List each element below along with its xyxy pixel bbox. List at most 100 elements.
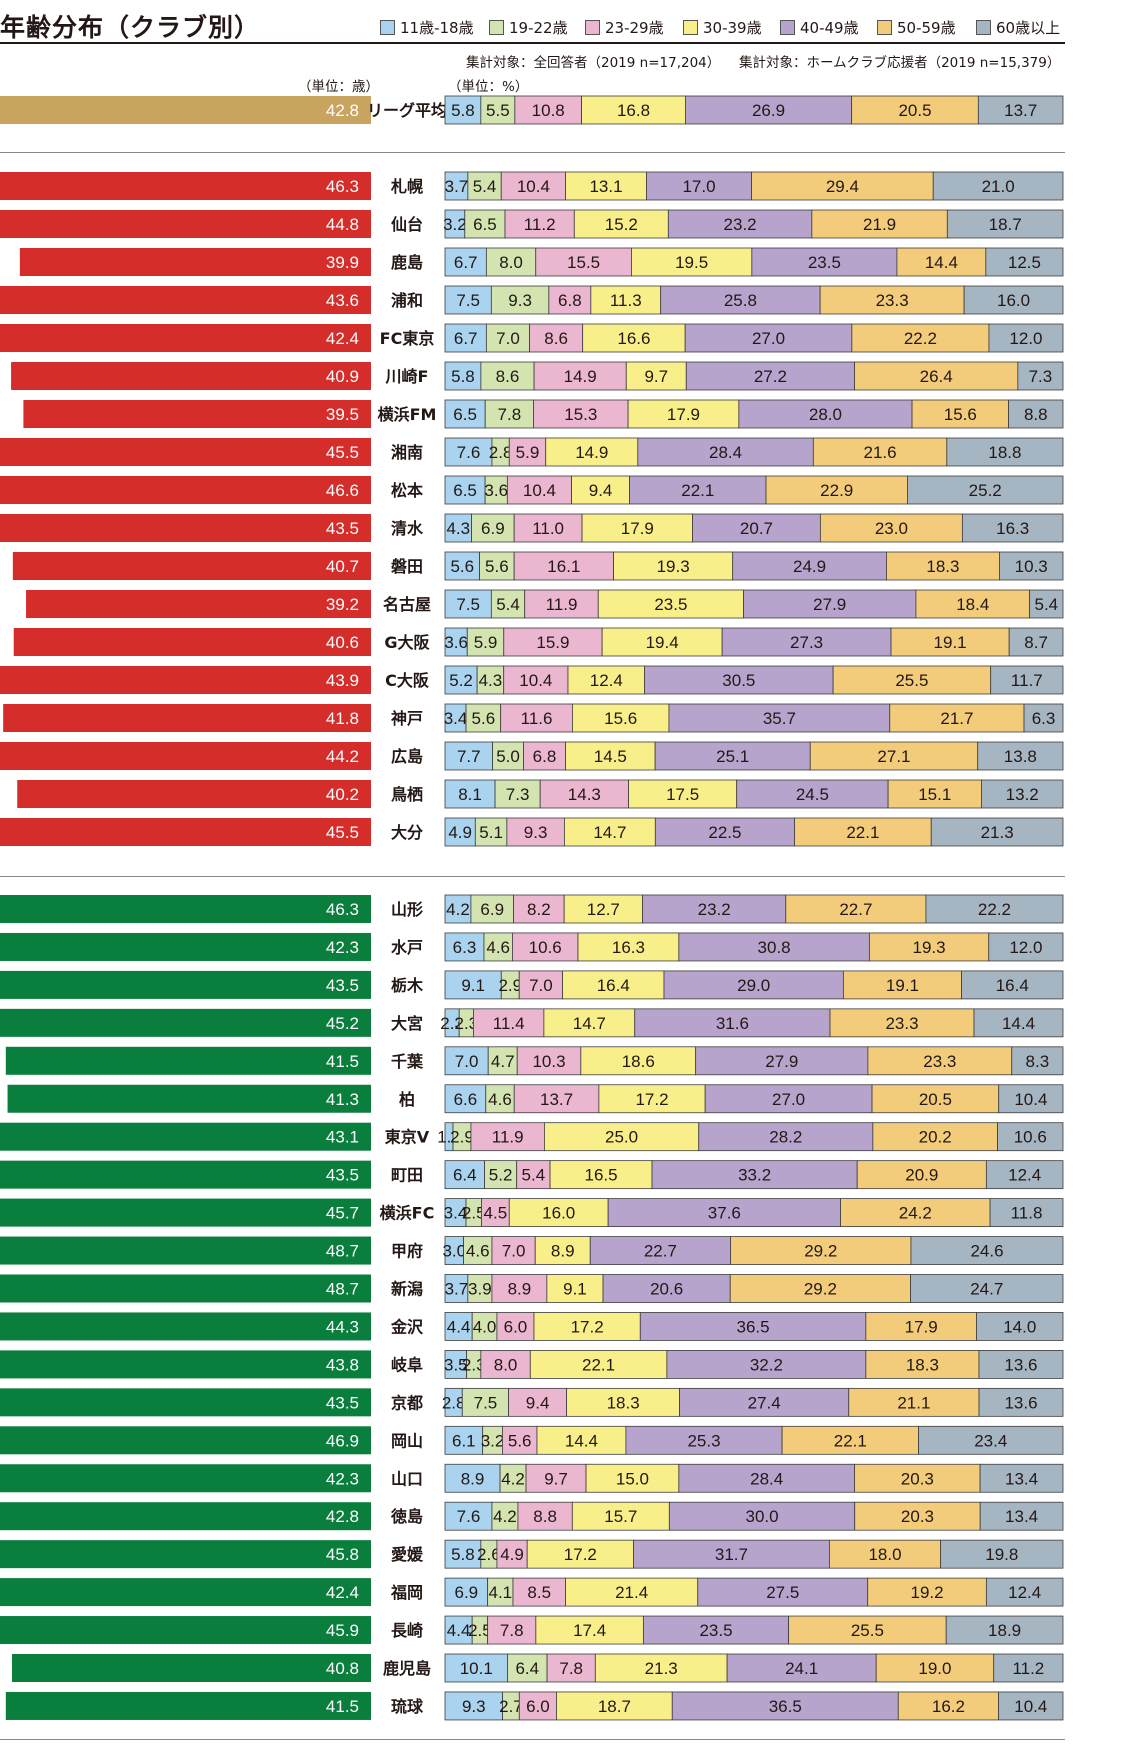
dist-value-label: 14.7 — [593, 823, 626, 842]
dist-segment — [625, 361, 687, 391]
dist-value-label: 9.3 — [524, 823, 548, 842]
avg-age-bar — [13, 628, 371, 656]
dist-segment — [915, 589, 1031, 619]
dist-segment — [1029, 589, 1064, 619]
dist-segment — [867, 1577, 987, 1607]
dist-value-label: 27.4 — [748, 1393, 781, 1412]
dist-value-label: 6.3 — [1032, 709, 1056, 728]
dist-value-label: 19.1 — [934, 633, 967, 652]
dist-value-label: 2.6 — [477, 1545, 501, 1564]
dist-value-label: 21.9 — [863, 215, 896, 234]
dist-segment — [518, 1691, 557, 1721]
dist-segment — [832, 665, 992, 695]
avg-age-label: 43.9 — [326, 671, 359, 690]
team-name: 柏 — [399, 1090, 415, 1109]
legend-item-30-39: 30-39歳 — [683, 16, 762, 38]
avg-age-bar — [0, 1502, 372, 1531]
dist-value-label: 27.3 — [790, 633, 823, 652]
team-name: 神戸 — [391, 709, 423, 728]
dist-segment — [998, 1691, 1064, 1721]
dist-segment — [625, 1425, 783, 1455]
dist-value-label: 4.2 — [501, 1469, 525, 1488]
dist-value-label: 15.3 — [564, 405, 597, 424]
dist-segment — [507, 1653, 548, 1683]
dist-value-label: 4.3 — [446, 519, 470, 538]
dist-value-label: 14.4 — [565, 1431, 598, 1450]
dist-segment — [444, 665, 478, 695]
dist-value-label: 4.2 — [446, 900, 470, 919]
avg-age-label: 41.3 — [326, 1090, 359, 1109]
dist-segment — [534, 1236, 591, 1265]
dist-value-label: 14.0 — [1003, 1317, 1036, 1336]
legend-swatch — [780, 19, 795, 35]
dist-value-label: 8.1 — [458, 785, 482, 804]
dist-value-label: 12.0 — [1009, 329, 1042, 348]
legend-swatch — [585, 19, 600, 35]
dist-segment — [997, 1122, 1064, 1152]
dist-value-label: 9.3 — [508, 291, 532, 310]
legend-item-50-59: 50-59歳 — [877, 16, 956, 38]
avg-age-bar — [26, 590, 371, 618]
team-name: 甲府 — [391, 1242, 423, 1261]
team-name: C大阪 — [385, 671, 430, 690]
dist-value-label: 28.2 — [769, 1128, 802, 1147]
legend-item-11-18: 11歳-18歳 — [380, 16, 474, 38]
dist-value-label: 12.5 — [1008, 253, 1041, 272]
dist-value-label: 4.0 — [473, 1317, 497, 1336]
dist-value-label: 24.5 — [796, 785, 829, 804]
dist-value-label: 6.0 — [504, 1317, 528, 1336]
dist-segment — [504, 209, 575, 239]
team-name: 町田 — [391, 1166, 423, 1185]
dist-segment — [597, 589, 744, 619]
dist-value-label: 18.8 — [988, 443, 1021, 462]
dist-segment — [1008, 627, 1064, 657]
dist-segment — [910, 1236, 1064, 1265]
dist-segment — [829, 1008, 975, 1038]
team-name: 山形 — [391, 900, 423, 919]
dist-value-label: 16.5 — [584, 1166, 617, 1185]
dist-value-label: 19.3 — [657, 557, 690, 576]
dist-segment — [444, 399, 486, 429]
dist-value-label: 5.6 — [508, 1431, 532, 1450]
avg-age-label: 45.2 — [326, 1014, 359, 1033]
dist-segment — [613, 551, 734, 581]
dist-segment — [930, 817, 1064, 847]
dist-value-label: 21.4 — [615, 1583, 648, 1602]
dist-value-label: 13.6 — [1004, 1393, 1037, 1412]
dist-value-label: 2.5 — [468, 1621, 492, 1640]
dist-value-label: 2.7 — [499, 1697, 523, 1716]
dist-segment — [444, 323, 487, 353]
dist-value-label: 9.7 — [644, 367, 668, 386]
dist-value-label: 11.3 — [610, 291, 642, 310]
dist-value-label: 23.3 — [885, 1014, 918, 1033]
dist-value-label: 11.6 — [521, 709, 553, 728]
avg-age-label: 41.5 — [326, 1697, 359, 1716]
dist-value-label: 28.4 — [750, 1469, 783, 1488]
dist-value-label: 11.9 — [492, 1128, 524, 1147]
dist-segment — [516, 1160, 551, 1190]
dist-segment — [977, 741, 1064, 771]
dist-value-label: 6.4 — [453, 1166, 477, 1185]
avg-age-bar — [0, 1008, 372, 1037]
dist-segment — [476, 665, 505, 695]
dist-value-label: 16.3 — [996, 519, 1029, 538]
dist-segment — [502, 1425, 538, 1455]
dist-segment — [563, 894, 643, 924]
dist-value-label: 27.2 — [754, 367, 787, 386]
dist-segment — [480, 95, 516, 125]
dist-segment — [946, 437, 1064, 467]
dist-value-label: 5.9 — [474, 633, 498, 652]
dist-segment — [567, 665, 646, 695]
dist-segment — [549, 1160, 653, 1190]
team-name: 岡山 — [391, 1431, 423, 1450]
dist-value-label: 22.1 — [681, 481, 714, 500]
dist-value-label: 17.9 — [667, 405, 700, 424]
dist-segment — [571, 1501, 670, 1531]
dist-segment — [977, 95, 1064, 125]
dist-value-label: 18.3 — [906, 1355, 939, 1374]
dist-value-label: 8.9 — [461, 1469, 485, 1488]
dist-segment — [444, 1425, 484, 1455]
avg-age-bar — [0, 1312, 371, 1341]
dist-value-label: 2.9 — [450, 1128, 474, 1147]
dist-value-label: 14.9 — [575, 443, 608, 462]
